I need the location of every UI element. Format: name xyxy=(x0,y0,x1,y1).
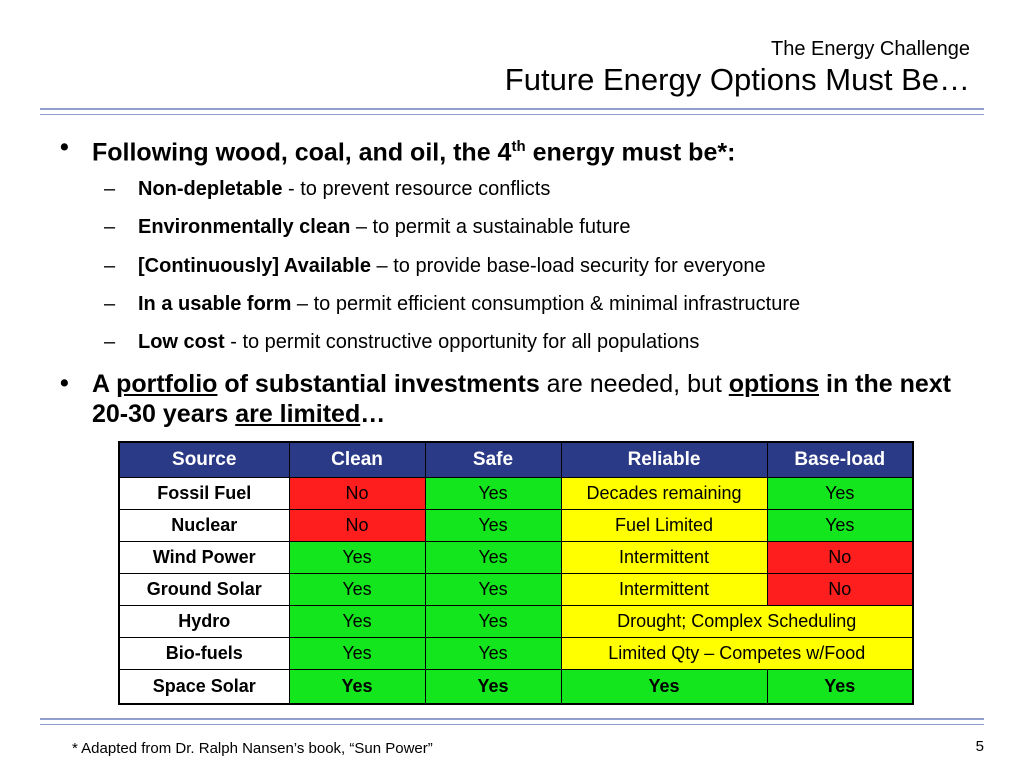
reliable-cell: Intermittent xyxy=(560,541,768,574)
safe-cell: Yes xyxy=(424,573,562,606)
page-number: 5 xyxy=(975,738,984,755)
source-cell: Fossil Fuel xyxy=(118,477,290,510)
clean-cell: Yes xyxy=(288,605,426,638)
table-row: Bio-fuels Yes Yes Limited Qty – Competes… xyxy=(118,637,914,670)
clean-cell: Yes xyxy=(288,573,426,606)
reliable-cell: Fuel Limited xyxy=(560,509,768,542)
safe-cell: Yes xyxy=(424,509,562,542)
reliable-baseload-merged-cell: Drought; Complex Scheduling xyxy=(560,605,914,638)
source-cell: Wind Power xyxy=(118,541,290,574)
safe-cell: Yes xyxy=(424,669,562,704)
source-cell: Space Solar xyxy=(118,669,290,704)
clean-cell: No xyxy=(288,509,426,542)
baseload-cell: No xyxy=(766,541,914,574)
table-row: Wind Power Yes Yes Intermittent No xyxy=(118,541,914,574)
clean-cell: Yes xyxy=(288,637,426,670)
clean-cell: Yes xyxy=(288,669,426,704)
clean-cell: Yes xyxy=(288,541,426,574)
baseload-cell: Yes xyxy=(766,509,914,542)
reliable-cell: Intermittent xyxy=(560,573,768,606)
bottom-divider xyxy=(40,718,984,725)
col-header-clean: Clean xyxy=(288,441,426,478)
table-row: Ground Solar Yes Yes Intermittent No xyxy=(118,573,914,606)
reliable-baseload-merged-cell: Limited Qty – Competes w/Food xyxy=(560,637,914,670)
safe-cell: Yes xyxy=(424,605,562,638)
col-header-reliable: Reliable xyxy=(560,441,768,478)
col-header-source: Source xyxy=(118,441,290,478)
slide-subtitle: The Energy Challenge xyxy=(770,38,970,60)
safe-cell: Yes xyxy=(424,637,562,670)
safe-cell: Yes xyxy=(424,477,562,510)
bullet-dot: • xyxy=(60,369,69,397)
source-cell: Ground Solar xyxy=(118,573,290,606)
baseload-cell: No xyxy=(766,573,914,606)
reliable-cell: Decades remaining xyxy=(560,477,768,510)
table-row: Space Solar Yes Yes Yes Yes xyxy=(118,669,914,704)
baseload-cell: Yes xyxy=(766,669,914,704)
slide-title: Future Energy Options Must Be… xyxy=(504,62,970,97)
table-row: Fossil Fuel No Yes Decades remaining Yes xyxy=(118,477,914,510)
table-row: Nuclear No Yes Fuel Limited Yes xyxy=(118,509,914,542)
safe-cell: Yes xyxy=(424,541,562,574)
top-divider xyxy=(40,108,984,115)
col-header-safe: Safe xyxy=(424,441,562,478)
reliable-cell: Yes xyxy=(560,669,768,704)
energy-options-table: Source Clean Safe Reliable Base-load Fos… xyxy=(118,441,914,705)
table-header-row: Source Clean Safe Reliable Base-load xyxy=(118,441,914,478)
bullet-1-text: Following wood, coal, and oil, the 4th e… xyxy=(92,138,736,167)
bullet-2-text: A portfolio of substantial investments a… xyxy=(92,370,952,428)
source-cell: Hydro xyxy=(118,605,290,638)
bullet-dot: • xyxy=(60,133,69,161)
table-row: Hydro Yes Yes Drought; Complex Schedulin… xyxy=(118,605,914,638)
source-cell: Bio-fuels xyxy=(118,637,290,670)
clean-cell: No xyxy=(288,477,426,510)
baseload-cell: Yes xyxy=(766,477,914,510)
footnote: * Adapted from Dr. Ralph Nansen’s book, … xyxy=(72,740,433,757)
source-cell: Nuclear xyxy=(118,509,290,542)
col-header-baseload: Base-load xyxy=(766,441,914,478)
